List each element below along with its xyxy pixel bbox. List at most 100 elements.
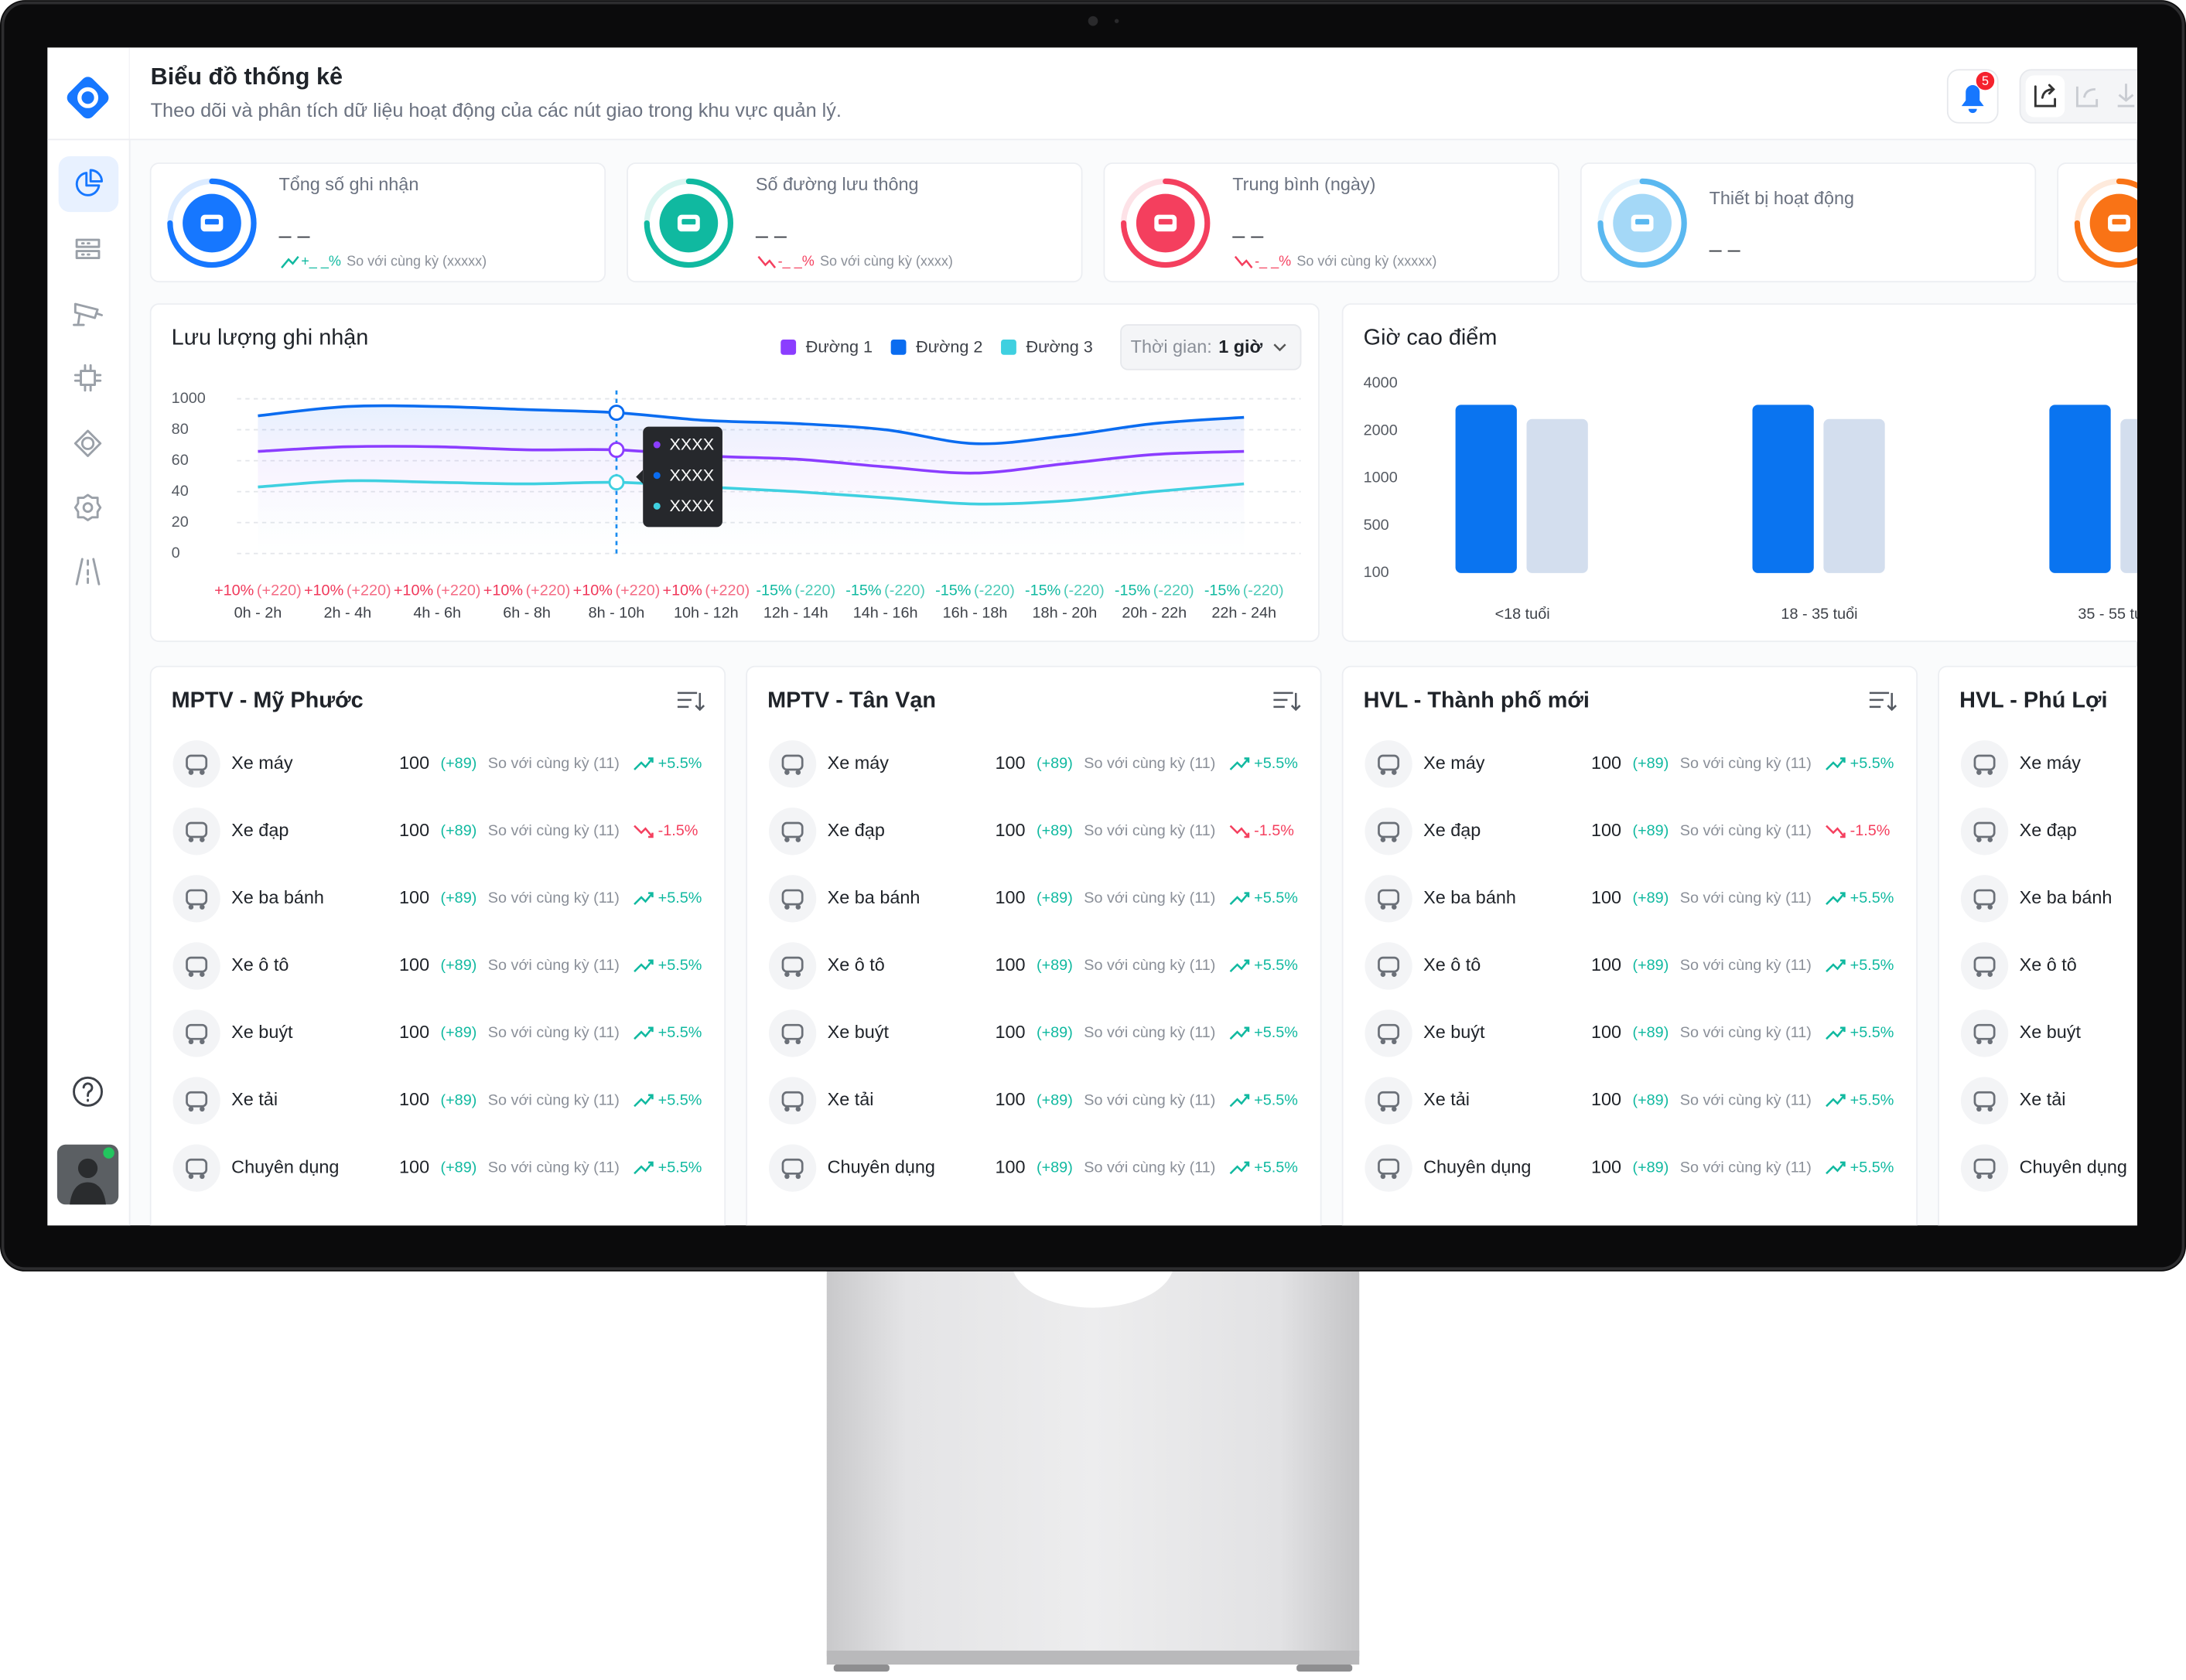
bar [2049, 405, 2111, 573]
period-change: +10% (+220) [394, 582, 481, 599]
nav-processors[interactable] [73, 364, 102, 392]
tooltip-dot [653, 441, 661, 449]
vehicle-wheel [1976, 971, 1982, 977]
tooltip-dot [653, 472, 661, 480]
vehicle-icon [1973, 1023, 1996, 1040]
time-filter[interactable]: Thời gian: 1 giờ [1120, 324, 1302, 370]
vehicle-wheel [200, 904, 205, 910]
vehicle-name: Chuyên dụng [2020, 1156, 2127, 1176]
period-change: -15% (-220) [756, 582, 835, 599]
notification-button[interactable]: 5 [1946, 69, 1999, 124]
vehicle-count: 100 [1591, 887, 1621, 907]
bell-icon [1961, 85, 1984, 114]
nav-roads[interactable] [75, 558, 101, 586]
trend-icon [1826, 959, 1846, 973]
vehicle-name: Xe đạp [231, 820, 289, 840]
legend-swatch [890, 339, 907, 355]
hover-point [608, 474, 625, 491]
vehicle-icon-bg [1960, 1144, 2009, 1192]
stat-compare: So với cùng kỳ (xxxxx) [1296, 254, 1436, 269]
vehicle-name: Xe ô tô [2020, 954, 2077, 975]
period-change: -15% (-220) [935, 582, 1015, 599]
y-tick-label: 100 [1364, 564, 1389, 581]
y-tick-label: 40 [172, 483, 189, 500]
hover-point [608, 405, 625, 422]
trend-icon [634, 959, 654, 973]
change-percent: -15% [935, 582, 971, 599]
vehicle-compare: So với cùng kỳ (11) [1680, 1159, 1812, 1176]
vehicle-change: +5.5% [658, 1091, 702, 1108]
vehicle-icon-bg [1365, 1009, 1412, 1057]
vehicle-wheel [1987, 837, 1993, 842]
nav-devices[interactable] [75, 238, 101, 259]
panel-title: HVL - Phú Lợi [1959, 688, 2107, 712]
nav-statistics[interactable] [75, 169, 104, 196]
trend-icon [634, 1161, 654, 1175]
vehicle-name: Xe máy [231, 753, 293, 773]
panel-title: MPTV - Mỹ Phước [172, 688, 364, 712]
trend-icon [1234, 255, 1253, 268]
vehicle-wheel [200, 1173, 205, 1180]
icon-glyph-detail [681, 219, 696, 225]
bar [1526, 418, 1588, 573]
user-avatar[interactable] [56, 1144, 119, 1205]
change-amount: (-220) [1064, 582, 1105, 599]
x-tick-label: 20h - 22h [1122, 604, 1187, 621]
nav-cameras[interactable] [73, 302, 104, 326]
vehicle-icon [781, 1023, 804, 1040]
panel-title: MPTV - Tân Vạn [767, 688, 936, 712]
vehicle-wheel [795, 971, 801, 977]
vehicle-icon [186, 821, 208, 838]
period-change: +10% (+220) [573, 582, 661, 599]
vehicle-change: +5.5% [658, 755, 702, 772]
vehicle-wheel [795, 1173, 801, 1180]
trend-icon [634, 757, 654, 770]
y-tick-label: 4000 [1364, 374, 1398, 391]
x-tick-label: 12h - 14h [763, 604, 828, 621]
trend-icon [281, 255, 299, 268]
sort-button[interactable] [1869, 691, 1897, 712]
vehicle-count: 100 [1591, 1022, 1621, 1042]
vehicle-wheel [1392, 904, 1397, 910]
junction-panel: MPTV - Tân Vạn Xe máy 100 (+89) So với cùng … [746, 665, 1322, 1226]
tooltip-pointer [636, 470, 644, 484]
nav-junctions[interactable] [73, 429, 102, 457]
vehicle-name: Xe đạp [828, 820, 885, 840]
trend-icon [634, 825, 654, 838]
vehicle-count: 100 [399, 887, 429, 907]
y-tick-label: 60 [172, 452, 189, 469]
toolbar[interactable] [2019, 69, 2160, 124]
trend-icon [1826, 825, 1846, 838]
line-series [258, 445, 1245, 475]
vehicle-wheel [1987, 1039, 1993, 1045]
stat-compare: So với cùng kỳ (xxxxx) [347, 254, 487, 269]
vehicle-count: 100 [1591, 954, 1621, 975]
vehicle-wheel [1976, 1039, 1982, 1045]
vehicle-icon-bg [1960, 1077, 2009, 1125]
logo-diamond [67, 77, 109, 119]
vehicle-name: Chuyên dụng [1423, 1156, 1531, 1176]
x-tick-label: 18h - 20h [1033, 604, 1098, 621]
vehicle-icon-bg [1365, 1077, 1412, 1125]
period-change: +10% (+220) [483, 582, 571, 599]
stat-value: – – [756, 224, 787, 248]
trend-icon [757, 255, 777, 268]
trend-icon [1826, 1026, 1846, 1040]
line-series [258, 404, 1245, 446]
vehicle-change: +5.5% [1254, 1091, 1298, 1108]
vehicle-compare: So với cùng kỳ (11) [488, 822, 620, 839]
vehicle-compare: So với cùng kỳ (11) [1680, 1024, 1812, 1041]
sort-button[interactable] [1273, 691, 1301, 712]
vehicle-name: Xe tải [828, 1089, 874, 1109]
sort-button[interactable] [677, 691, 705, 712]
nav-help[interactable] [73, 1076, 103, 1107]
vehicle-count: 100 [996, 1156, 1026, 1176]
vehicle-icon-bg [172, 740, 220, 788]
trend-icon [1826, 1161, 1846, 1175]
logo-ring [77, 87, 99, 108]
change-amount: (-220) [794, 582, 835, 599]
vehicle-icon [1378, 754, 1400, 771]
nav-settings[interactable] [73, 493, 102, 521]
vehicle-name: Xe buýt [2020, 1022, 2082, 1042]
